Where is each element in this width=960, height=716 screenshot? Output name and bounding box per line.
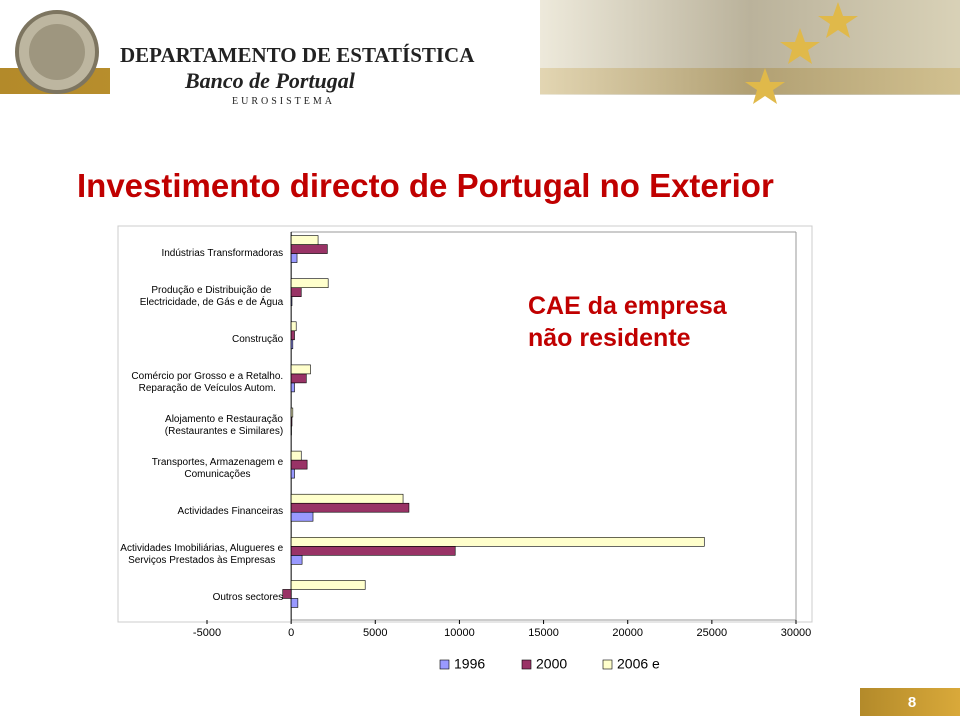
legend-label: 2006 e bbox=[617, 656, 660, 672]
legend-swatch bbox=[602, 659, 613, 670]
category-label: Alojamento e Restauração (Restaurantes e… bbox=[164, 414, 284, 437]
header-image bbox=[540, 0, 960, 95]
bar bbox=[290, 373, 307, 384]
star bbox=[745, 68, 785, 104]
page-number: 8 bbox=[908, 694, 916, 711]
bar bbox=[290, 407, 294, 418]
x-tick-label: 20000 bbox=[612, 627, 643, 639]
legend-swatch bbox=[439, 659, 450, 670]
bar bbox=[290, 321, 297, 332]
annotation: CAE da empresa não residente bbox=[528, 292, 727, 352]
bar bbox=[290, 278, 329, 288]
category-label: Actividades Imobiliárias, Alugueres e Se… bbox=[120, 543, 284, 567]
bank-name: Banco de Portugal bbox=[184, 68, 356, 93]
bar bbox=[290, 287, 302, 297]
bar bbox=[282, 589, 292, 599]
legend-label: 2000 bbox=[536, 656, 567, 672]
category-label: Transportes, Armazenagem e Comunicações bbox=[151, 457, 284, 481]
bar bbox=[290, 416, 293, 427]
bar bbox=[290, 339, 294, 350]
x-tick-label: 5000 bbox=[363, 627, 387, 639]
chart-title: Investimento directo de Portugal no Exte… bbox=[77, 167, 774, 204]
bar bbox=[290, 502, 410, 513]
x-tick-label: -5000 bbox=[193, 627, 221, 639]
eurosystem: EUROSISTEMA bbox=[232, 96, 335, 107]
bar bbox=[290, 537, 705, 547]
bar bbox=[290, 468, 295, 479]
category-label: Produção e Distribuição de Electricidade… bbox=[139, 284, 284, 308]
star bbox=[818, 2, 858, 38]
bar bbox=[290, 364, 311, 375]
bar bbox=[290, 546, 456, 556]
x-tick-label: 30000 bbox=[781, 627, 812, 639]
x-tick-label: 15000 bbox=[528, 627, 559, 639]
bar bbox=[290, 511, 314, 522]
bar bbox=[290, 235, 319, 245]
star bbox=[780, 28, 820, 64]
bar bbox=[290, 459, 308, 470]
legend-label: 1996 bbox=[454, 656, 485, 672]
bar bbox=[290, 244, 328, 254]
category-label: Construção bbox=[232, 333, 284, 345]
bar bbox=[290, 296, 293, 306]
x-tick-label: 10000 bbox=[444, 627, 475, 639]
chart-frame bbox=[117, 225, 813, 623]
bar bbox=[290, 580, 366, 590]
category-label: Outros sectores bbox=[212, 592, 284, 604]
coin-inner bbox=[29, 24, 85, 80]
category-label: Comércio por Grosso e a Retalho. Reparaç… bbox=[131, 370, 284, 394]
x-tick-label: 25000 bbox=[697, 627, 728, 639]
footer-band bbox=[860, 688, 960, 716]
bar bbox=[290, 382, 295, 393]
x-tick-label: 0 bbox=[288, 627, 294, 639]
category-label: Indústrias Transformadoras bbox=[161, 247, 284, 259]
legend-swatch bbox=[521, 659, 532, 670]
bar bbox=[290, 330, 295, 341]
bar bbox=[290, 450, 302, 461]
bar bbox=[290, 598, 299, 608]
department: DEPARTAMENTO DE ESTATÍSTICA bbox=[120, 43, 475, 67]
bar bbox=[290, 555, 303, 565]
bar bbox=[290, 253, 298, 263]
category-label: Actividades Financeiras bbox=[177, 506, 284, 518]
header-text-bg bbox=[110, 40, 540, 106]
bar bbox=[290, 493, 404, 504]
